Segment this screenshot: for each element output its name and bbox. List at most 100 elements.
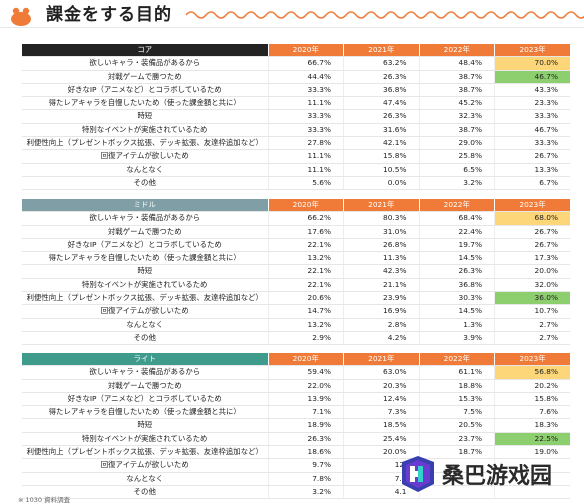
value-cell: 3.2% <box>418 176 495 191</box>
year-header: 2020年 <box>267 199 344 213</box>
year-header: 2021年 <box>343 199 419 213</box>
value-cell: 17.6% <box>267 225 344 239</box>
value-cell: 26.3% <box>267 432 344 447</box>
table-header-row: ライト 2020年 2021年 2022年 2023年 <box>22 353 570 367</box>
value-cell: 26.8% <box>343 238 419 253</box>
row-label: 回復アイテムが欲しいため <box>22 304 268 319</box>
row-label: 特別なイベントが実施されているため <box>22 278 268 293</box>
value-cell: 61.1% <box>418 365 495 380</box>
table-row: 欲しいキャラ・装備品があるから 66.2% 80.3% 68.4% 68.0% <box>22 211 570 226</box>
value-cell: 47.4% <box>343 96 419 111</box>
table-row: 特別なイベントが実施されているため 33.3% 31.6% 38.7% 46.7% <box>22 123 570 138</box>
table-row: 好きなIP（アニメなど）とコラボしているため 22.1% 26.8% 19.7% 26.… <box>22 238 570 253</box>
value-cell: 11.3% <box>343 251 419 266</box>
row-label: 得たレアキャラを自慢したいため（使った課金額と共に） <box>22 405 268 420</box>
table-row: 特別なイベントが実施されているため 22.1% 21.1% 36.8% 32.0% <box>22 278 570 293</box>
value-cell: 29.0% <box>418 136 495 151</box>
value-cell: 22.1% <box>267 264 344 279</box>
table-row: 好きなIP（アニメなど）とコラボしているため 33.3% 36.8% 38.7% 43.… <box>22 83 570 98</box>
row-label: 利便性向上（プレゼントボックス拡張、デッキ拡張、友達枠追加など） <box>22 136 268 151</box>
table-row: 得たレアキャラを自慢したいため（使った課金額と共に） 7.1% 7.3% 7.5% 7.… <box>22 405 570 420</box>
value-cell: 46.7% <box>494 70 570 84</box>
zb-logo-icon <box>402 456 434 492</box>
value-cell: 45.2% <box>418 96 495 111</box>
value-cell: 70.0% <box>494 56 570 71</box>
value-cell: 66.2% <box>267 211 344 226</box>
row-label: 特別なイベントが実施されているため <box>22 432 268 447</box>
value-cell: 4.2% <box>343 331 419 346</box>
value-cell: 0.0% <box>343 176 419 191</box>
row-label: 得たレアキャラを自慢したいため（使った課金額と共に） <box>22 251 268 266</box>
table-row: 特別なイベントが実施されているため 26.3% 25.4% 23.7% 22.5% <box>22 432 570 447</box>
year-header: 2023年 <box>494 353 570 367</box>
value-cell: 23.3% <box>494 96 570 111</box>
year-header: 2021年 <box>343 353 419 367</box>
row-label: その他 <box>22 331 268 346</box>
row-label: 好きなIP（アニメなど）とコラボしているため <box>22 392 268 407</box>
value-cell: 19.7% <box>418 238 495 253</box>
value-cell: 3.9% <box>418 331 495 346</box>
value-cell: 26.3% <box>343 109 419 124</box>
row-label: なんとなく <box>22 472 268 486</box>
value-cell: 22.1% <box>267 238 344 253</box>
table-row: 対戦ゲームで勝つため 44.4% 26.3% 38.7% 46.7% <box>22 70 570 84</box>
table-row: 時短 22.1% 42.3% 26.3% 20.0% <box>22 264 570 279</box>
table-row: 時短 18.9% 18.5% 20.5% 18.3% <box>22 418 570 433</box>
value-cell: 43.3% <box>494 83 570 98</box>
value-cell: 22.1% <box>267 278 344 293</box>
row-label: 利便性向上（プレゼントボックス拡張、デッキ拡張、友達枠追加など） <box>22 445 268 460</box>
watermark-text: 桑巴游戏园 <box>442 464 553 489</box>
value-cell: 14.5% <box>418 304 495 319</box>
value-cell: 3.2% <box>267 485 344 500</box>
value-cell: 18.6% <box>267 445 344 460</box>
value-cell: 7.5% <box>418 405 495 420</box>
value-cell: 33.3% <box>267 109 344 124</box>
value-cell: 26.7% <box>494 238 570 253</box>
value-cell: 7.7 <box>343 472 419 486</box>
row-label: 好きなIP（アニメなど）とコラボしているため <box>22 238 268 253</box>
value-cell: 30.3% <box>418 291 495 306</box>
row-label: 好きなIP（アニメなど）とコラボしているため <box>22 83 268 98</box>
table-light: ライト 2020年 2021年 2022年 2023年 欲しいキャラ・装備品があるから 59… <box>22 353 570 500</box>
decorative-wave <box>186 11 584 19</box>
value-cell: 63.2% <box>343 56 419 71</box>
value-cell: 31.6% <box>343 123 419 138</box>
table-row: なんとなく 13.2% 2.8% 1.3% 2.7% <box>22 318 570 332</box>
value-cell: 33.3% <box>494 136 570 151</box>
value-cell: 13.3% <box>494 163 570 177</box>
value-cell <box>494 485 570 500</box>
table-row: なんとなく 7.8% 7.7 <box>22 472 570 486</box>
value-cell: 12.4% <box>343 392 419 407</box>
value-cell: 42.3% <box>343 264 419 279</box>
value-cell: 26.3% <box>343 70 419 84</box>
value-cell: 11.1% <box>267 96 344 111</box>
orange-blob-logo-icon <box>11 7 31 26</box>
value-cell: 9.7% <box>267 458 344 473</box>
row-label: 欲しいキャラ・装備品があるから <box>22 211 268 226</box>
row-label: 時短 <box>22 109 268 124</box>
value-cell: 22.5% <box>494 432 570 447</box>
year-header: 2022年 <box>418 353 495 367</box>
table-row: 得たレアキャラを自慢したいため（使った課金額と共に） 11.1% 47.4% 45.2… <box>22 96 570 111</box>
value-cell: 36.8% <box>418 278 495 293</box>
value-cell: 20.0% <box>494 264 570 279</box>
value-cell: 19.0% <box>494 445 570 460</box>
value-cell: 68.0% <box>494 211 570 226</box>
segment-label: コア <box>22 44 268 58</box>
value-cell: 2.9% <box>267 331 344 346</box>
table-row: 回復アイテムが欲しいため 11.1% 15.8% 25.8% 26.7% <box>22 149 570 164</box>
value-cell: 32.3% <box>418 109 495 124</box>
table-row: 対戦ゲームで勝つため 17.6% 31.0% 22.4% 26.7% <box>22 225 570 239</box>
value-cell: 15.8% <box>494 392 570 407</box>
value-cell: 5.6% <box>267 176 344 191</box>
table-row: 回復アイテムが欲しいため 14.7% 16.9% 14.5% 10.7% <box>22 304 570 319</box>
row-label: 得たレアキャラを自慢したいため（使った課金額と共に） <box>22 96 268 111</box>
year-header: 2023年 <box>494 44 570 58</box>
value-cell: 21.1% <box>343 278 419 293</box>
row-label: 時短 <box>22 418 268 433</box>
value-cell: 16.9% <box>343 304 419 319</box>
table-row: 得たレアキャラを自慢したいため（使った課金額と共に） 13.2% 11.3% 14.5… <box>22 251 570 266</box>
value-cell: 33.3% <box>494 109 570 124</box>
value-cell: 68.4% <box>418 211 495 226</box>
value-cell: 11.1% <box>267 163 344 177</box>
